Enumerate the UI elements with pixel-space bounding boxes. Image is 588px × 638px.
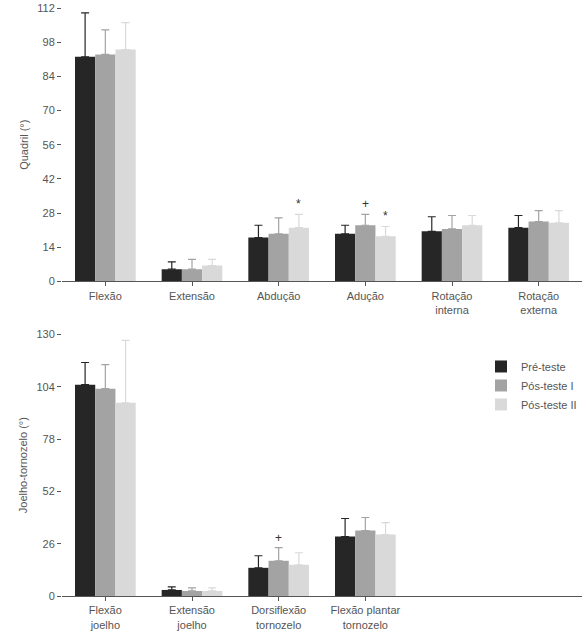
svg-text:Flexãojoelho: Flexãojoelho	[89, 604, 122, 630]
svg-text:26: 26	[43, 538, 55, 550]
svg-text:Abdução: Abdução	[257, 290, 300, 302]
svg-text:Pré-teste: Pré-teste	[521, 361, 566, 373]
svg-text:70: 70	[43, 104, 55, 116]
svg-text:Adução: Adução	[347, 290, 384, 302]
svg-text:Joelho-tornozelo (°): Joelho-tornozelo (°)	[17, 417, 29, 513]
svg-text:Rotaçãointerna: Rotaçãointerna	[432, 290, 473, 316]
svg-text:0: 0	[49, 275, 55, 287]
svg-text:28: 28	[43, 207, 55, 219]
svg-text:Extensão: Extensão	[169, 290, 215, 302]
svg-text:42: 42	[43, 173, 55, 185]
svg-text:Extensãojoelho: Extensãojoelho	[169, 604, 215, 630]
svg-text:*: *	[383, 209, 388, 223]
svg-text:52: 52	[43, 485, 55, 497]
svg-text:Flexão plantartornozelo: Flexão plantartornozelo	[330, 604, 400, 630]
svg-text:+: +	[362, 197, 369, 211]
svg-text:Rotaçãoexterna: Rotaçãoexterna	[518, 290, 559, 316]
svg-text:Pós-teste II: Pós-teste II	[521, 399, 577, 411]
svg-text:Flexão: Flexão	[89, 290, 122, 302]
svg-text:56: 56	[43, 139, 55, 151]
svg-text:Pós-teste I: Pós-teste I	[521, 380, 574, 392]
svg-text:98: 98	[43, 36, 55, 48]
svg-text:*: *	[296, 197, 301, 211]
svg-text:Dorsiflexãotornozelo: Dorsiflexãotornozelo	[251, 604, 306, 630]
svg-text:84: 84	[43, 70, 55, 82]
svg-text:Quadril (°): Quadril (°)	[18, 120, 30, 170]
svg-text:112: 112	[37, 2, 55, 14]
svg-text:104: 104	[36, 381, 54, 393]
svg-text:0: 0	[49, 590, 55, 602]
svg-text:78: 78	[43, 433, 55, 445]
svg-text:130: 130	[36, 328, 54, 340]
svg-text:+: +	[275, 531, 282, 545]
svg-text:14: 14	[43, 241, 55, 253]
